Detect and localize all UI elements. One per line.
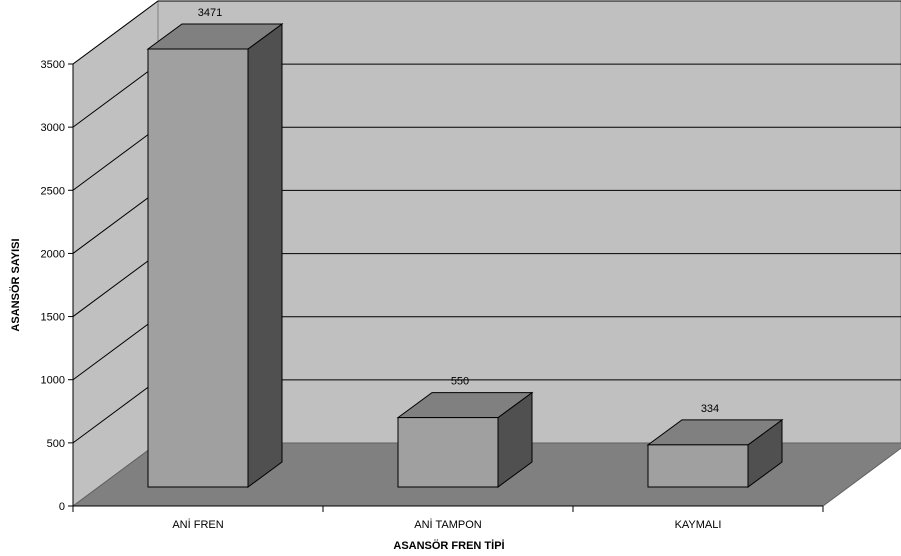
x-axis-title: ASANSÖR FREN TİPİ: [393, 539, 504, 552]
data-label: 3471: [198, 7, 222, 19]
y-tick-label: 3000: [41, 122, 65, 134]
category-label: ANİ TAMPON: [414, 518, 481, 531]
x-axis: [68, 505, 824, 512]
category-label: KAYMALI: [675, 519, 722, 531]
gridline-side: [72, 379, 159, 444]
category-label: ANİ FREN: [172, 518, 223, 531]
y-tick-label: 1500: [41, 312, 65, 324]
data-labels: 3471 550 334: [198, 7, 719, 415]
bar-front-face: [647, 444, 749, 488]
y-axis: 0 500 1000 1500 2000 2500 3000 3500: [41, 59, 74, 513]
bar-side-face: [247, 23, 283, 488]
y-tick-label: 2500: [41, 185, 65, 197]
chart-side-wall: [72, 0, 159, 507]
gridline-side: [72, 316, 159, 381]
bar-front-face: [397, 417, 499, 488]
gridline-side: [72, 0, 159, 65]
gridline-side: [72, 253, 159, 317]
y-tick-label: 2000: [41, 248, 65, 260]
y-tick-label: 1000: [41, 375, 65, 387]
bar: [146, 23, 284, 488]
bar-series: [146, 23, 784, 488]
y-tick-label: 0: [59, 501, 65, 513]
y-tick-label: 3500: [41, 59, 65, 71]
bar-front-face: [147, 48, 249, 488]
category-labels: ANİ FREN ANİ TAMPON KAYMALI: [172, 518, 721, 531]
gridline-side: [72, 63, 159, 128]
bar: [396, 391, 534, 488]
y-tick-label: 500: [47, 438, 65, 450]
data-label: 550: [451, 376, 469, 388]
y-axis-title: ASANSÖR SAYISI: [9, 238, 22, 331]
data-label: 334: [701, 403, 719, 415]
bar: [646, 418, 784, 488]
gridline-side: [72, 190, 159, 254]
gridline-side: [72, 126, 159, 191]
